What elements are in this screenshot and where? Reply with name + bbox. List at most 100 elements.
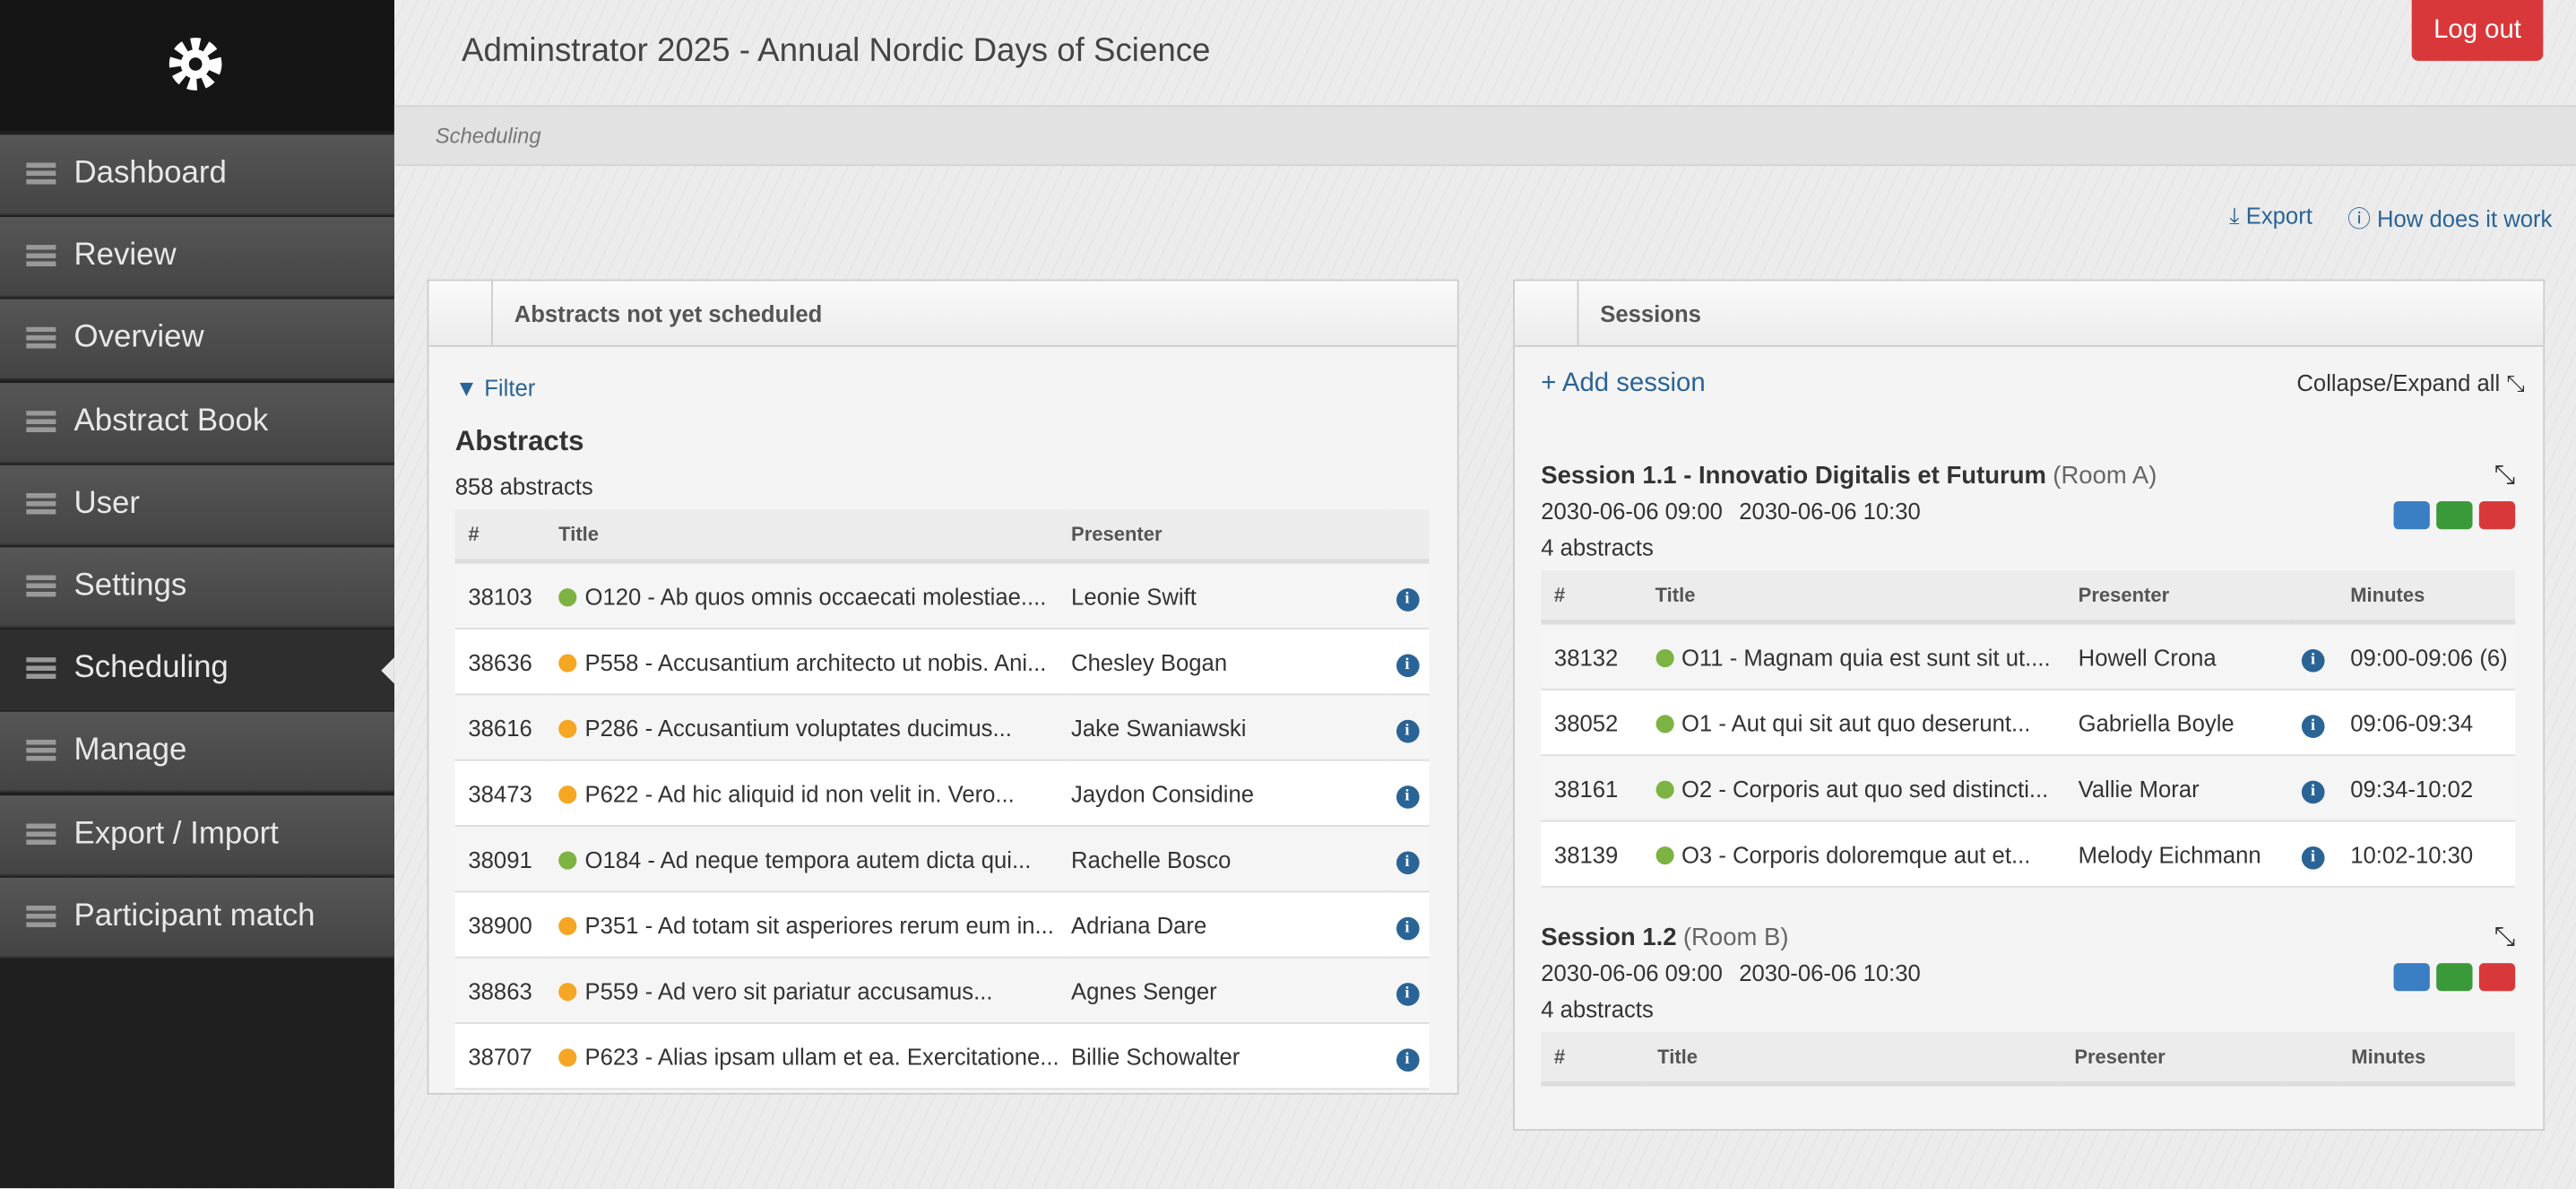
session-times: 2030-06-06 09:00 2030-06-06 10:30 bbox=[1541, 959, 2515, 995]
title-text: O184 - Ad neque tempora autem dicta qui.… bbox=[584, 846, 1032, 872]
cell-info: i bbox=[1385, 826, 1430, 893]
logo bbox=[0, 0, 394, 132]
status-dot bbox=[558, 1047, 577, 1066]
menu-label: Abstract Book bbox=[73, 404, 269, 438]
menu-item[interactable]: Dashboard bbox=[0, 135, 394, 216]
menu-icon bbox=[26, 245, 56, 269]
logout-button[interactable]: Log out bbox=[2411, 0, 2544, 61]
cell-title: O120 - Ab quos omnis occaecati molestiae… bbox=[551, 560, 1065, 630]
menu-item[interactable]: Settings bbox=[0, 547, 394, 629]
menu-label: Dashboard bbox=[73, 156, 227, 191]
info-icon[interactable]: i bbox=[1396, 850, 1419, 874]
title-text: P286 - Accusantium voluptates ducimus... bbox=[584, 714, 1012, 741]
cell-id: 38103 bbox=[454, 560, 552, 630]
title-text: P623 - Alias ipsam ullam et ea. Exercita… bbox=[584, 1042, 1059, 1070]
session-title: Session 1.2 (Room B) bbox=[1541, 924, 2515, 959]
info-icon[interactable]: i bbox=[1396, 1047, 1419, 1072]
breadcrumb-bar: Scheduling bbox=[393, 105, 2576, 167]
collapse-icon[interactable]: ⤡ bbox=[2494, 924, 2516, 952]
menu-icon bbox=[26, 740, 56, 764]
cell-minutes: 10:02-10:30 bbox=[2337, 820, 2516, 888]
info-icon[interactable]: i bbox=[1396, 785, 1419, 808]
cell-info: i bbox=[1385, 957, 1430, 1024]
row: 38132 O11 - Magnam quia est sunt sit ut..… bbox=[1541, 621, 2516, 690]
add-session[interactable]: + Add session bbox=[1541, 369, 1706, 398]
column-header: Presenter bbox=[2065, 570, 2289, 625]
cell-id: 38091 bbox=[454, 826, 552, 893]
status-dot bbox=[1655, 648, 1673, 667]
action-button[interactable] bbox=[2478, 501, 2516, 530]
menu-item[interactable]: Review bbox=[0, 217, 394, 299]
collapse-all[interactable]: Collapse/Expand all ⤡ bbox=[2296, 369, 2525, 396]
collapse-icon[interactable]: ⤡ bbox=[2494, 462, 2516, 490]
row: 38616 P286 - Accusantium voluptates ducim… bbox=[454, 694, 1430, 761]
action-button[interactable] bbox=[2436, 501, 2473, 530]
menu-item[interactable]: Participant match bbox=[0, 877, 394, 959]
cell-info: i bbox=[1385, 694, 1430, 761]
cell-id: 38863 bbox=[454, 957, 552, 1024]
row: 38091 O184 - Ad neque tempora autem dicta… bbox=[454, 826, 1430, 893]
column-header-blank bbox=[2288, 570, 2338, 625]
info-icon[interactable]: i bbox=[1396, 587, 1419, 611]
cell-presenter: Agnes Senger bbox=[1064, 957, 1386, 1024]
menu-label: Participant match bbox=[73, 898, 316, 933]
panel-title: Sessions bbox=[1600, 300, 1701, 327]
menu-item[interactable]: User bbox=[0, 464, 394, 546]
menu-icon bbox=[26, 657, 56, 681]
menu-item[interactable]: Overview bbox=[0, 299, 394, 381]
session-title: Session 1.1 - Innovatio Digitalis et Fut… bbox=[1541, 462, 2515, 498]
end-time: 2030-06-06 10:30 bbox=[1739, 498, 1921, 525]
menu-item[interactable]: Abstract Book bbox=[0, 382, 394, 464]
cell-minutes: 09:00-09:06 (6) bbox=[2337, 621, 2516, 690]
menu-item[interactable]: Scheduling bbox=[0, 629, 394, 711]
cell-info: i bbox=[2288, 689, 2338, 757]
cell-info: i bbox=[1385, 759, 1430, 827]
home-icon[interactable] bbox=[1515, 281, 1579, 345]
title-text: O3 - Corporis doloremque aut et... bbox=[1681, 840, 2031, 867]
info-icon[interactable]: i bbox=[2301, 846, 2325, 869]
cell-minutes: 09:06-09:34 bbox=[2337, 689, 2516, 757]
menu-icon bbox=[26, 575, 56, 599]
title-text: O11 - Magnam quia est sunt sit ut.... bbox=[1681, 643, 2051, 670]
cell-id: 38052 bbox=[1541, 689, 1642, 757]
cell-id: 38161 bbox=[1541, 755, 1642, 822]
row: 38863 P559 - Ad vero sit pariatur accusam… bbox=[454, 957, 1430, 1024]
menu-label: Overview bbox=[73, 321, 204, 356]
cell-title: O3 - Corporis doloremque aut et... bbox=[1641, 820, 2066, 888]
status-dot bbox=[558, 916, 577, 935]
info-icon[interactable]: i bbox=[1396, 718, 1419, 742]
column-header: # bbox=[1541, 570, 1642, 625]
header-row: # Title Presenter Minutes bbox=[1541, 1032, 2516, 1087]
cell-presenter: Jake Swaniawski bbox=[1064, 694, 1386, 761]
info-icon[interactable]: i bbox=[2301, 779, 2325, 803]
filter-link[interactable]: ▼ Filter bbox=[454, 374, 536, 402]
action-button[interactable] bbox=[2393, 963, 2430, 992]
info-icon[interactable]: i bbox=[1396, 982, 1419, 1005]
info-icon[interactable]: i bbox=[2301, 648, 2325, 672]
info-icon[interactable]: i bbox=[1396, 916, 1419, 940]
info-icon[interactable]: i bbox=[2301, 714, 2325, 738]
action-button[interactable] bbox=[2393, 501, 2430, 530]
cell-info: i bbox=[2288, 621, 2338, 690]
status-dot bbox=[558, 785, 577, 803]
info-icon[interactable]: i bbox=[1396, 653, 1419, 677]
column-header: Minutes bbox=[2338, 1032, 2516, 1087]
status-dot bbox=[1655, 779, 1673, 798]
panel-title: Abstracts not yet scheduled bbox=[514, 300, 823, 327]
title-text: O1 - Aut qui sit aut quo deserunt... bbox=[1681, 708, 2031, 736]
action-button[interactable] bbox=[2478, 963, 2516, 992]
sort-icon[interactable] bbox=[428, 281, 493, 345]
column-header: Title bbox=[1641, 570, 2066, 625]
section-heading: Abstracts bbox=[454, 425, 584, 457]
cell-presenter: Rachelle Bosco bbox=[1064, 826, 1386, 893]
action-button[interactable] bbox=[2436, 963, 2473, 992]
menu-label: User bbox=[73, 486, 141, 521]
cell-title: P559 - Ad vero sit pariatur accusamus... bbox=[551, 957, 1065, 1024]
export-link[interactable]: ⤓ Export bbox=[2229, 202, 2312, 229]
abstracts-panel: Abstracts not yet scheduled ▼ Filter Abs… bbox=[427, 279, 1459, 1095]
menu-item[interactable]: Export / Import bbox=[0, 794, 394, 876]
menu-item[interactable]: Manage bbox=[0, 712, 394, 794]
help-link[interactable]: ⓘ How does it work bbox=[2347, 205, 2553, 232]
column-header: Minutes bbox=[2337, 570, 2516, 625]
